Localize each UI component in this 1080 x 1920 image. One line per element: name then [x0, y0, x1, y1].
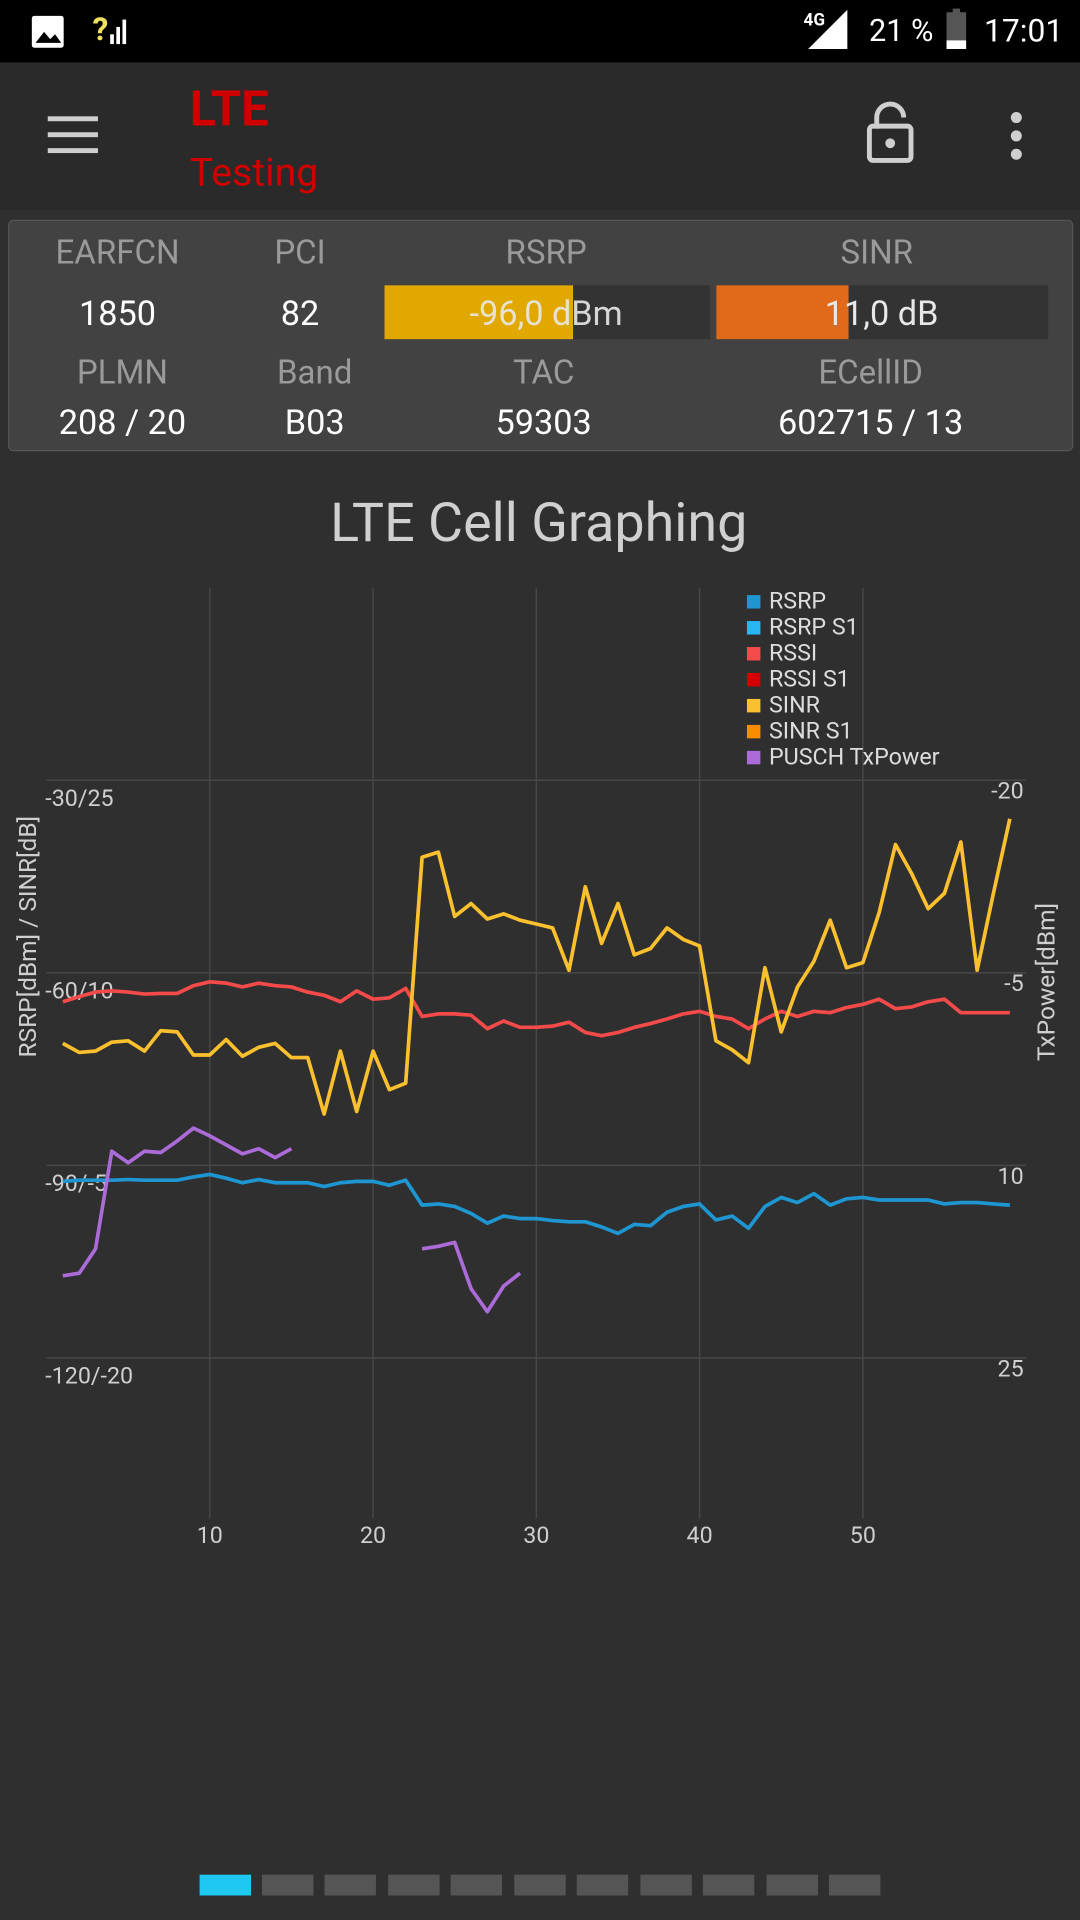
legend-swatch: [746, 698, 761, 713]
field-value: 602715 / 13: [778, 403, 963, 443]
field-label: EARFCN: [56, 233, 180, 272]
menu-button[interactable]: [47, 116, 98, 154]
y2-tick-label: -20: [991, 777, 1024, 805]
field-label: Band: [277, 353, 352, 392]
status-bar: [0, 0, 1080, 63]
series-line: [61, 818, 1012, 1116]
legend-swatch: [746, 672, 761, 687]
y2-tick-label: 10: [998, 1162, 1024, 1190]
y2-tick-label: -5: [1004, 969, 1024, 997]
x-tick-label: 20: [360, 1521, 386, 1549]
legend-label: PUSCH TxPower: [769, 742, 940, 770]
x-tick-label: 30: [523, 1521, 549, 1549]
series-line: [62, 1126, 522, 1314]
legend-swatch: [746, 724, 761, 739]
y-axis-title: RSRP[dBm] / SINR[dB]: [13, 816, 42, 1058]
field-value: 59303: [496, 403, 592, 443]
y2-tick-label: 25: [998, 1354, 1024, 1382]
field-label: PCI: [274, 233, 325, 272]
app-title: LTE: [190, 81, 269, 138]
legend-label: SINR: [769, 690, 820, 718]
signal-bars: [110, 19, 127, 45]
x-tick-label: 50: [850, 1521, 876, 1549]
x-tick-label: 40: [687, 1521, 713, 1549]
cell-signal: [808, 9, 848, 49]
legend-swatch: [746, 595, 761, 609]
overflow-menu[interactable]: [1010, 112, 1022, 160]
field-label: RSRP: [506, 233, 587, 272]
legend-label: RSRP S1: [769, 613, 859, 641]
legend-label: SINR S1: [769, 716, 853, 744]
app-subtitle: Testing: [190, 149, 318, 195]
field-label: ECellID: [818, 353, 923, 392]
y-tick-label: -90/-5: [45, 1169, 107, 1197]
field-value: 1850: [79, 294, 156, 334]
network-type: 4G: [804, 10, 826, 30]
app-bar: [0, 62, 1080, 210]
rsrp-value: -96,0 dBm: [470, 294, 623, 334]
lock-button[interactable]: [866, 101, 914, 163]
plot: 10 20 30 40 50-30/25-60/10-90/-5-120/-20-20-…: [45, 587, 1027, 1549]
battery-icon: [946, 8, 967, 49]
legend-swatch: [746, 647, 761, 661]
clock: 17:01: [984, 11, 1063, 49]
legend-swatch: [746, 750, 761, 765]
legend-label: RSSI S1: [769, 664, 850, 692]
sinr-meter-fill: [716, 285, 849, 340]
field-label: TAC: [513, 353, 574, 392]
rsrp-meter-fill: [384, 285, 574, 340]
page-indicator: [199, 1874, 881, 1896]
legend-swatch: [746, 621, 761, 635]
y-tick-label: -30/25: [45, 784, 113, 812]
series-line: [62, 979, 1010, 1038]
series-line: [62, 1172, 1010, 1236]
y-tick-label: -120/-20: [45, 1362, 133, 1390]
legend-label: RSSI: [769, 639, 817, 667]
chart-title: LTE Cell Graphing: [330, 492, 747, 555]
field-value: 208 / 20: [59, 403, 186, 443]
sinr-value: 11,0 dB: [825, 294, 939, 334]
field-label: PLMN: [77, 353, 168, 392]
signal-unknown: ?: [92, 10, 108, 48]
field-label: SINR: [840, 233, 913, 272]
x-tick-label: 10: [197, 1521, 223, 1549]
gallery-icon: [31, 15, 64, 48]
field-value: 82: [281, 294, 320, 334]
field-value: B03: [285, 403, 345, 443]
y2-axis-title: TxPower[dBm]: [1032, 903, 1061, 1061]
legend-label: RSRP: [769, 587, 826, 615]
battery-level: 21 %: [869, 14, 933, 49]
